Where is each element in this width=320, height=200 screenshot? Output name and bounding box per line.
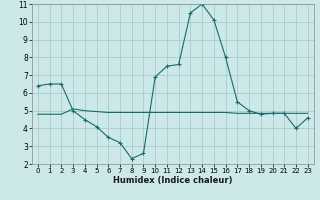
X-axis label: Humidex (Indice chaleur): Humidex (Indice chaleur) <box>113 176 233 185</box>
